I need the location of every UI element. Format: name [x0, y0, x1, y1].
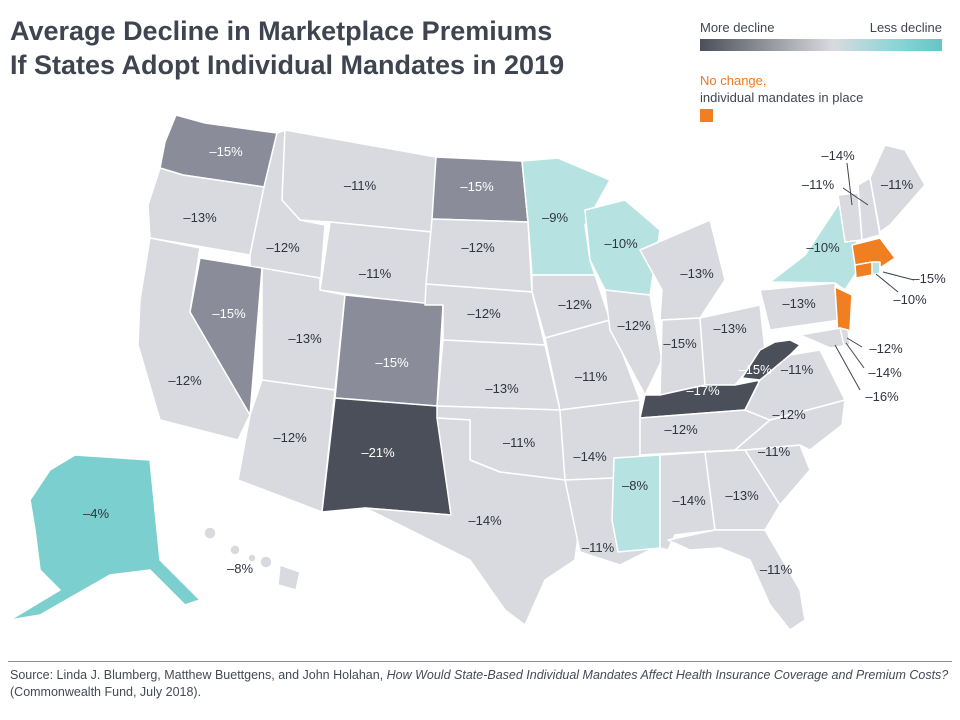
label-MT: –11%: [344, 178, 377, 193]
label-CO: –15%: [375, 355, 409, 370]
label-NV: –15%: [212, 306, 246, 321]
label-NC: –12%: [772, 407, 806, 422]
label-TN: –12%: [664, 422, 698, 437]
label-NE: –12%: [467, 306, 501, 321]
state-CT[interactable]: [854, 261, 873, 279]
source-note: Source: Linda J. Blumberg, Matthew Buett…: [10, 667, 950, 701]
label-OR: –13%: [183, 210, 217, 225]
label-IN: –15%: [663, 336, 697, 351]
title-line-2: If States Adopt Individual Mandates in 2…: [10, 50, 565, 80]
label-HI: –8%: [227, 561, 253, 576]
legend-orange-swatch: [700, 109, 713, 122]
legend-gradient-bar: [700, 39, 942, 51]
title-line-1: Average Decline in Marketplace Premiums: [10, 16, 553, 46]
state-DE[interactable]: [839, 327, 851, 346]
footer-divider: [8, 661, 952, 662]
state-WV[interactable]: [741, 339, 801, 381]
state-NH[interactable]: [857, 177, 881, 241]
label-PA: –13%: [782, 296, 816, 311]
state-FL[interactable]: [667, 529, 806, 631]
label-ME: –11%: [881, 177, 914, 192]
label-AZ: –12%: [273, 430, 307, 445]
source-title: How Would State-Based Individual Mandate…: [386, 668, 949, 682]
state-KS[interactable]: [436, 339, 561, 411]
label-NH: –11%: [802, 177, 835, 192]
label-MI: –13%: [680, 266, 714, 281]
label-FL: –11%: [760, 562, 793, 577]
label-KY: –17%: [686, 383, 720, 398]
label-CA: –12%: [168, 373, 202, 388]
legend-no-change-line1: No change,: [700, 73, 767, 88]
label-LA: –11%: [582, 540, 615, 555]
legend-no-change: No change, individual mandates in place: [700, 72, 863, 106]
label-MA: –15%: [912, 271, 946, 286]
label-AL: –14%: [672, 493, 706, 508]
label-NM: –21%: [361, 445, 395, 460]
label-NY: –10%: [806, 240, 840, 255]
label-IA: –12%: [558, 297, 592, 312]
state-AZ[interactable]: [237, 379, 336, 513]
state-CO[interactable]: [334, 294, 444, 407]
map-title: Average Decline in Marketplace Premiums …: [10, 14, 650, 82]
label-SC: –11%: [758, 444, 791, 459]
state-MA[interactable]: [851, 237, 896, 269]
source-prefix: Source: Linda J. Blumberg, Matthew Buett…: [10, 668, 387, 682]
label-WV: –15%: [738, 362, 772, 377]
label-GA: –13%: [725, 488, 759, 503]
label-OH: –13%: [713, 321, 747, 336]
label-SD: –12%: [461, 240, 495, 255]
label-VA: –11%: [781, 362, 814, 377]
label-MO: –11%: [575, 369, 608, 384]
label-IL: –12%: [617, 318, 651, 333]
state-WY[interactable]: [319, 221, 433, 306]
label-ND: –15%: [460, 179, 494, 194]
label-RI: –10%: [893, 292, 927, 307]
label-MS: –8%: [622, 478, 648, 493]
label-KS: –13%: [485, 381, 519, 396]
legend-less-decline: Less decline: [869, 20, 942, 35]
label-MD: –14%: [868, 365, 902, 380]
state-ME[interactable]: [869, 144, 926, 233]
label-ID: –12%: [266, 240, 300, 255]
callout-lines: [834, 162, 915, 391]
label-MN: –9%: [542, 210, 568, 225]
label-WA: –15%: [209, 144, 243, 159]
state-MS[interactable]: [611, 454, 661, 553]
state-CA[interactable]: [137, 237, 251, 441]
state-RI[interactable]: [871, 261, 881, 276]
label-UT: –13%: [288, 331, 322, 346]
source-suffix: (Commonwealth Fund, July 2018).: [10, 685, 202, 699]
state-TX[interactable]: [364, 417, 581, 626]
state-labels: –15% –13% –12% –12% –15% –11% –11% –13% …: [83, 144, 946, 577]
us-map: –15% –13% –12% –12% –15% –11% –11% –13% …: [9, 114, 946, 631]
state-IL[interactable]: [604, 289, 663, 396]
label-OK: –11%: [503, 435, 536, 450]
label-WY: –11%: [359, 266, 392, 281]
label-AR: –14%: [573, 449, 607, 464]
label-TX: –14%: [468, 513, 502, 528]
state-AK[interactable]: [9, 454, 201, 621]
legend-no-change-line2: individual mandates in place: [700, 90, 864, 105]
label-VT: –14%: [821, 148, 855, 163]
state-SD[interactable]: [425, 218, 533, 293]
label-DE: –12%: [869, 341, 903, 356]
legend-more-decline: More decline: [700, 20, 775, 35]
label-DC: –16%: [865, 389, 899, 404]
label-WI: –10%: [604, 236, 638, 251]
state-NJ[interactable]: [834, 286, 853, 336]
state-HI[interactable]: [203, 526, 301, 591]
label-AK: –4%: [83, 506, 109, 521]
